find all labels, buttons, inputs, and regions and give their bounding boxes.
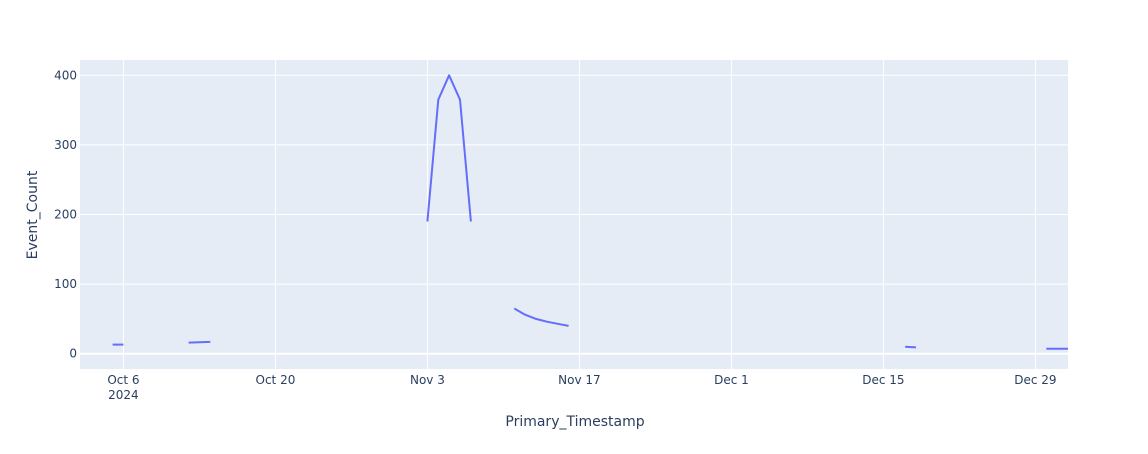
- series-lines: [112, 74, 1068, 350]
- x-tick-label: Nov 3: [410, 373, 445, 387]
- y-tick-label: 100: [54, 277, 77, 291]
- y-axis-title: Event_Count: [25, 170, 41, 259]
- x-tick-label: Oct 6: [107, 373, 139, 387]
- series-line-segment: [426, 74, 472, 222]
- x-tick-label: Nov 17: [558, 373, 601, 387]
- x-tick-label: Dec 15: [862, 373, 904, 387]
- series-line-segment: [188, 340, 211, 344]
- y-tick-label: 300: [54, 138, 77, 152]
- y-tick-label: 200: [54, 208, 77, 222]
- x-tick-sublabel: 2024: [108, 388, 139, 402]
- series-line-segment: [513, 307, 569, 327]
- y-tick-labels: 0 100 200 300 400: [54, 68, 77, 360]
- y-tick-label: 400: [54, 68, 77, 82]
- y-gridlines: [80, 74, 1068, 355]
- x-tick-label: Dec 29: [1014, 373, 1056, 387]
- x-tick-label: Oct 20: [256, 373, 296, 387]
- series-line-segment: [905, 345, 917, 349]
- y-tick-label: 0: [69, 347, 77, 361]
- x-tick-label: Dec 1: [714, 373, 749, 387]
- x-axis-title: Primary_Timestamp: [505, 414, 644, 430]
